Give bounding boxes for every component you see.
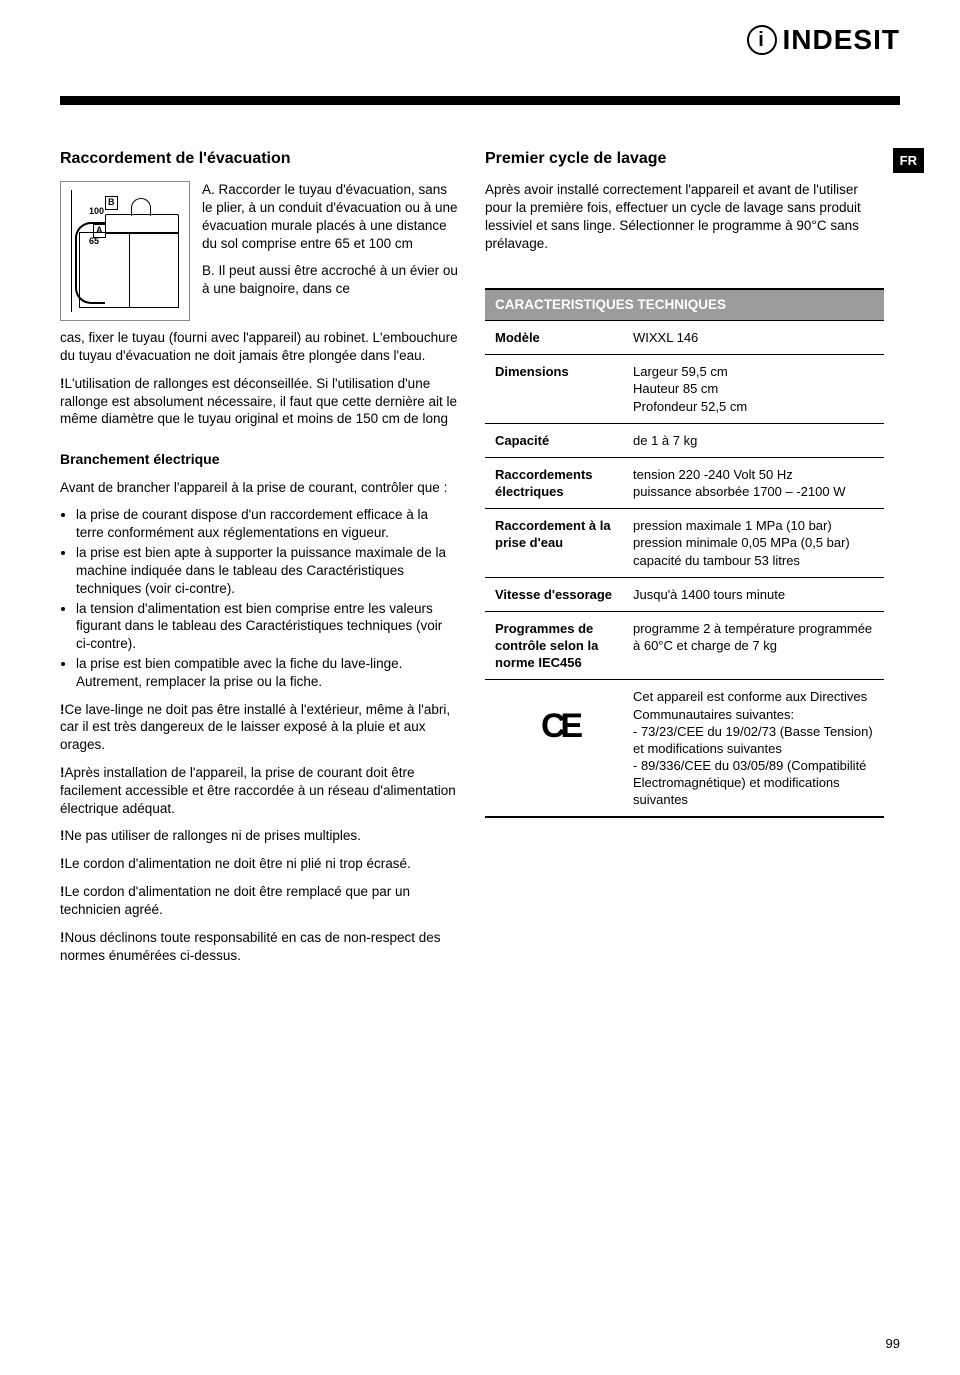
first-cycle-text: Après avoir installé correctement l'appa… — [485, 181, 884, 252]
evac-text-cont: cas, fixer le tuyau (fourni avec l'appar… — [60, 329, 459, 365]
left-column: Raccordement de l'évacuation 100 65 B A … — [60, 148, 459, 974]
heading-first-cycle: Premier cycle de lavage — [485, 148, 884, 169]
table-row: Programmes de contrôle selon la norme IE… — [485, 611, 884, 679]
warning-item: Le cordon d'alimentation ne doit être ni… — [60, 855, 459, 873]
spec-value: pression maximale 1 MPa (10 bar) pressio… — [633, 517, 874, 568]
table-row: Raccordement à la prise d'eau pression m… — [485, 508, 884, 576]
spec-label: Dimensions — [495, 363, 625, 414]
specifications-table: CARACTERISTIQUES TECHNIQUES Modèle WIXXL… — [485, 288, 884, 818]
logo-text: INDESIT — [783, 24, 900, 56]
warning-rallonge: L'utilisation de rallonges est déconseil… — [60, 375, 459, 428]
electric-bullets: la prise de courant dispose d'un raccord… — [60, 506, 459, 690]
spec-value: Largeur 59,5 cm Hauteur 85 cm Profondeur… — [633, 363, 874, 414]
spec-label: Raccordement à la prise d'eau — [495, 517, 625, 568]
evac-text-a: A. Raccorder le tuyau d'évacuation, sans… — [202, 181, 459, 252]
table-row: Dimensions Largeur 59,5 cm Hauteur 85 cm… — [485, 354, 884, 422]
spec-label: Vitesse d'essorage — [495, 586, 625, 603]
evac-text-b: B. Il peut aussi être accroché à un évie… — [202, 262, 459, 298]
list-item: la prise est bien apte à supporter la pu… — [76, 544, 459, 597]
warning-item: Après installation de l'appareil, la pri… — [60, 764, 459, 817]
spec-label: Programmes de contrôle selon la norme IE… — [495, 620, 625, 671]
table-row: Raccordements électriques tension 220 -2… — [485, 457, 884, 508]
logo-icon: i — [747, 25, 777, 55]
spec-label: Raccordements électriques — [495, 466, 625, 500]
warning-item: Le cordon d'alimentation ne doit être re… — [60, 883, 459, 919]
drain-section: 100 65 B A A. Raccorder le tuyau d'évacu… — [60, 181, 459, 321]
diagram-label-100: 100 — [89, 206, 104, 218]
ce-mark-icon: C E — [495, 688, 625, 808]
drain-text-right: A. Raccorder le tuyau d'évacuation, sans… — [202, 181, 459, 321]
spec-title: CARACTERISTIQUES TECHNIQUES — [485, 290, 884, 320]
heading-evacuation: Raccordement de l'évacuation — [60, 148, 459, 169]
table-row: Vitesse d'essorage Jusqu'à 1400 tours mi… — [485, 577, 884, 611]
list-item: la prise de courant dispose d'un raccord… — [76, 506, 459, 542]
page-number: 99 — [886, 1336, 900, 1351]
table-row: Capacité de 1 à 7 kg — [485, 423, 884, 457]
heading-electric: Branchement électrique — [60, 450, 459, 468]
spec-value: programme 2 à température programmée à 6… — [633, 620, 874, 671]
spec-value: tension 220 -240 Volt 50 Hz puissance ab… — [633, 466, 874, 500]
warning-item: Nous déclinons toute responsabilité en c… — [60, 929, 459, 965]
drain-diagram: 100 65 B A — [60, 181, 190, 321]
list-item: la tension d'alimentation est bien compr… — [76, 600, 459, 653]
brand-logo: i INDESIT — [747, 24, 900, 56]
warning-item: Ne pas utiliser de rallonges ni de prise… — [60, 827, 459, 845]
spec-value: WIXXL 146 — [633, 329, 874, 346]
spec-value: Jusqu'à 1400 tours minute — [633, 586, 874, 603]
electric-intro: Avant de brancher l'appareil à la prise … — [60, 479, 459, 497]
warning-item: Ce lave-linge ne doit pas être installé … — [60, 701, 459, 754]
spec-value: de 1 à 7 kg — [633, 432, 874, 449]
table-row: Modèle WIXXL 146 — [485, 320, 884, 354]
spec-label: Modèle — [495, 329, 625, 346]
ce-text: Cet appareil est conforme aux Directives… — [633, 688, 874, 808]
diagram-label-b: B — [105, 196, 118, 210]
page-content: Raccordement de l'évacuation 100 65 B A … — [60, 148, 900, 974]
header-separator — [60, 96, 900, 105]
diagram-label-a: A — [93, 224, 106, 238]
table-row-ce: C E Cet appareil est conforme aux Direct… — [485, 679, 884, 816]
list-item: la prise est bien compatible avec la fic… — [76, 655, 459, 691]
right-column: Premier cycle de lavage Après avoir inst… — [485, 148, 900, 974]
spec-label: Capacité — [495, 432, 625, 449]
